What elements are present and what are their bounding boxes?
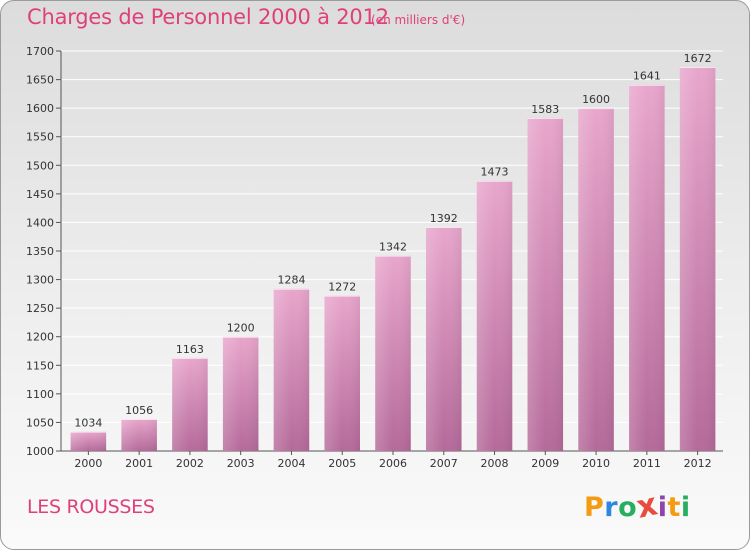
data-label: 1583: [531, 103, 559, 116]
data-label: 1641: [633, 70, 661, 83]
data-label: 1034: [74, 417, 102, 430]
bar-shade: [324, 295, 360, 451]
y-tick-label: 1100: [26, 388, 54, 401]
bar-2005: [324, 295, 360, 451]
bar-shade: [426, 227, 462, 451]
data-label: 1342: [379, 241, 407, 254]
y-tick-label: 1000: [26, 445, 54, 458]
y-tick-label: 1350: [26, 245, 54, 258]
x-tick-label: 2002: [176, 457, 204, 470]
bar-2003: [222, 336, 259, 451]
x-tick-label: 2004: [277, 457, 305, 470]
x-tick-label: 2000: [74, 457, 102, 470]
data-label: 1284: [277, 274, 305, 287]
data-label: 1056: [125, 404, 153, 417]
y-tick-labels: 1000 1050 1100 1150 1200 1250 1300 1350 1400 1450…: [26, 45, 54, 458]
y-tick-label: 1300: [26, 274, 54, 287]
data-label: 1200: [227, 322, 255, 335]
y-tick-label: 1600: [26, 102, 54, 115]
data-label: 1392: [430, 212, 458, 225]
bar-2002: [172, 357, 208, 451]
bar-shade: [679, 67, 716, 451]
bar-2010: [578, 108, 614, 452]
x-tick-label: 2009: [531, 457, 559, 470]
bar-2012: [679, 67, 716, 451]
x-tick-label: 2008: [481, 457, 509, 470]
y-tick-label: 1050: [26, 416, 54, 429]
bar-2001: [121, 419, 157, 451]
data-label: 1672: [684, 52, 712, 65]
x-tick-label: 2003: [227, 457, 255, 470]
y-tick-label: 1400: [26, 216, 54, 229]
logo-letter: i: [680, 492, 691, 523]
y-tick-label: 1550: [26, 131, 54, 144]
bar-shade: [476, 180, 513, 451]
data-label: 1272: [328, 281, 356, 294]
data-labels: 1034 1056 1163 1200 1284 1272 1342 1392 1473 1583…: [74, 52, 711, 430]
bar-shade: [629, 84, 665, 451]
logo-letter: r: [604, 492, 619, 523]
x-tick-label: 2005: [328, 457, 356, 470]
bar-shade: [172, 357, 208, 451]
bar-2008: [476, 180, 513, 451]
x-tick-labels: 2000 2001 2002 2003 2004 2005 2006 2007 2008 2009…: [74, 457, 711, 470]
logo-letter: o: [618, 492, 638, 523]
x-tick-label: 2012: [684, 457, 712, 470]
bar-shade: [578, 108, 614, 452]
bar-2007: [426, 227, 462, 451]
bar-shade: [527, 117, 564, 451]
logo-letter: t: [667, 492, 681, 523]
bar-shade: [375, 255, 411, 451]
y-tick-label: 1250: [26, 302, 54, 315]
y-tick-label: 1500: [26, 159, 54, 172]
x-tick-label: 2006: [379, 457, 407, 470]
y-tick-label: 1700: [26, 45, 54, 58]
proxiti-logo[interactable]: Proxiti: [584, 486, 691, 525]
bar-shade: [70, 431, 107, 451]
x-tick-label: 2010: [582, 457, 610, 470]
data-label: 1600: [582, 93, 610, 106]
commune-name: LES ROUSSES: [27, 496, 155, 518]
data-label: 1163: [176, 343, 204, 356]
y-tick-label: 1150: [26, 359, 54, 372]
bar-2009: [527, 117, 564, 451]
bar-2011: [629, 84, 665, 451]
bar-2004: [273, 288, 310, 451]
y-tick-label: 1200: [26, 331, 54, 344]
logo-letter: i: [657, 492, 668, 523]
chart-title: Charges de Personnel 2000 à 2012: [27, 5, 389, 29]
bars: [70, 67, 716, 452]
bar-2000: [70, 431, 107, 451]
bar-2006: [375, 255, 411, 451]
bar-shade: [273, 288, 310, 451]
x-tick-label: 2001: [125, 457, 153, 470]
x-tick-label: 2011: [633, 457, 661, 470]
x-tick-label: 2007: [430, 457, 458, 470]
bar-shade: [121, 419, 157, 451]
data-label: 1473: [481, 166, 509, 179]
unit-label: (en milliers d'€): [371, 13, 466, 27]
y-tick-label: 1650: [26, 74, 54, 87]
bar-shade: [222, 336, 259, 451]
y-tick-label: 1450: [26, 188, 54, 201]
logo-letter: P: [584, 492, 605, 523]
